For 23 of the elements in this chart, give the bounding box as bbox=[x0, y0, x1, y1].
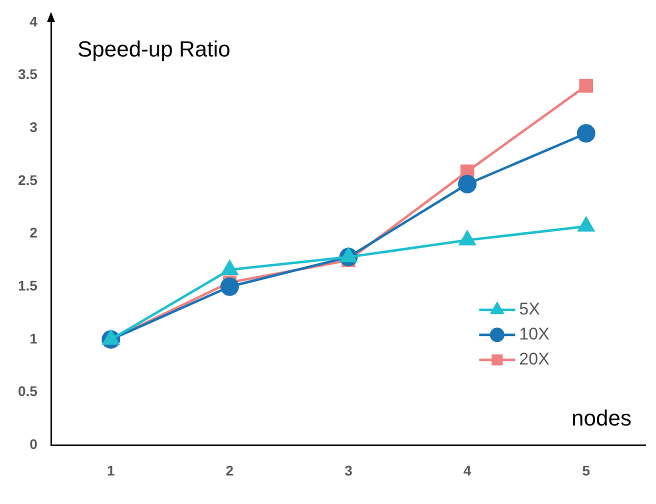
x-tick-label: 2 bbox=[226, 462, 234, 478]
y-tick-label: 2 bbox=[30, 224, 38, 241]
x-tick-label: 4 bbox=[463, 462, 472, 478]
x-axis-title: nodes bbox=[572, 405, 632, 430]
y-tick-label: 4 bbox=[30, 13, 38, 30]
y-tick-label: 2.5 bbox=[18, 172, 38, 188]
point bbox=[579, 78, 594, 93]
y-tick-label: 3 bbox=[30, 118, 38, 135]
x-tick-label: 5 bbox=[582, 462, 590, 478]
point bbox=[576, 124, 596, 143]
y-tick-label: 3.5 bbox=[18, 66, 38, 82]
text: Speed-up Ratio bbox=[77, 36, 230, 62]
legend-label: 20X bbox=[519, 350, 550, 369]
legend-label: 5X bbox=[519, 300, 540, 319]
x-tick-label: 3 bbox=[344, 462, 353, 478]
point bbox=[458, 174, 477, 194]
y-tick-label: 1.5 bbox=[18, 278, 38, 294]
legend-label: 10X bbox=[519, 324, 550, 344]
y-tick-label: 0 bbox=[30, 436, 38, 452]
x-tick-label: 1 bbox=[106, 462, 115, 478]
y-tick-label: 1 bbox=[30, 330, 38, 346]
y-tick-label: 0.5 bbox=[18, 383, 38, 400]
point bbox=[220, 277, 239, 296]
